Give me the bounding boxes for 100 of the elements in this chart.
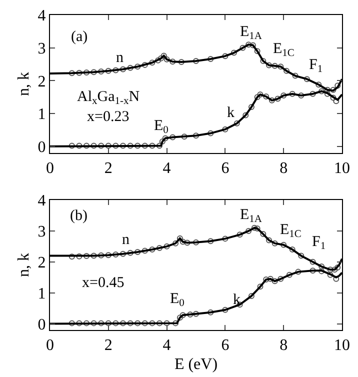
point	[274, 96, 281, 102]
point	[120, 250, 126, 257]
point	[286, 272, 292, 278]
point	[248, 104, 254, 110]
point	[333, 276, 340, 282]
point	[180, 312, 186, 318]
point	[193, 239, 199, 246]
point	[90, 320, 97, 326]
point	[330, 86, 336, 93]
point	[105, 252, 112, 258]
y-tick-label: 1	[38, 106, 46, 124]
point	[260, 58, 266, 64]
point	[90, 252, 97, 259]
point	[222, 126, 228, 132]
point	[187, 312, 194, 318]
x-tick-label: 10	[334, 337, 350, 354]
annotation: k	[233, 292, 241, 308]
point	[68, 320, 75, 326]
point	[156, 244, 162, 251]
point	[263, 93, 270, 100]
point	[318, 268, 325, 274]
point	[76, 142, 82, 149]
point	[330, 94, 336, 101]
annotation: E$_{0}$	[154, 118, 168, 136]
x-tick-label: 4	[162, 337, 171, 354]
point	[155, 57, 162, 64]
point	[327, 266, 334, 273]
point	[298, 252, 304, 259]
point	[164, 243, 170, 250]
y-tick-label: 3	[38, 224, 46, 241]
point	[333, 98, 340, 104]
point	[142, 62, 148, 68]
point	[105, 142, 112, 149]
y-axis-title: n, k	[16, 253, 33, 277]
point	[180, 238, 186, 245]
point	[98, 252, 104, 258]
point	[222, 236, 228, 242]
point	[134, 142, 141, 149]
point	[172, 240, 179, 246]
point	[250, 42, 256, 48]
x-tick-label: 4	[162, 160, 171, 178]
point	[254, 225, 260, 232]
point	[278, 276, 284, 282]
point	[248, 292, 254, 299]
point	[268, 97, 275, 104]
point	[170, 134, 176, 140]
annotation: Al$_{x}$Ga$_{1-x}$N	[77, 89, 140, 108]
point	[266, 237, 272, 244]
point	[134, 64, 141, 70]
point	[127, 250, 134, 256]
point	[170, 58, 176, 65]
y-tick-label: 4	[38, 192, 46, 210]
x-tick-label: 2	[104, 160, 112, 178]
point	[112, 251, 119, 258]
y-axis-title: n, k	[16, 72, 33, 96]
point	[172, 320, 179, 326]
point	[84, 253, 90, 260]
point	[193, 58, 199, 64]
point	[160, 52, 167, 59]
point	[222, 53, 228, 60]
point	[324, 86, 330, 93]
x-tick-label: 6	[221, 160, 230, 178]
point	[266, 62, 272, 68]
point	[127, 64, 134, 71]
point	[68, 254, 75, 260]
point	[184, 240, 190, 246]
point	[76, 320, 82, 326]
point	[98, 68, 104, 75]
point	[240, 44, 246, 51]
point	[208, 238, 214, 244]
annotation: E$_{1A}$	[240, 207, 262, 226]
point	[142, 320, 148, 326]
point	[193, 132, 199, 139]
point	[263, 276, 270, 283]
point	[334, 264, 341, 270]
point	[176, 235, 183, 242]
annotation: E$_{1A}$	[240, 24, 262, 42]
point	[158, 55, 164, 62]
x-tick-label: 6	[221, 337, 230, 354]
point	[84, 142, 90, 149]
point	[208, 130, 214, 136]
point	[176, 314, 183, 321]
y-tick-label: 4	[38, 8, 46, 25]
y-tick-label: 0	[38, 139, 46, 156]
point	[257, 284, 264, 290]
point	[193, 310, 199, 317]
point	[98, 320, 104, 326]
point	[105, 320, 112, 326]
y-tick-label: 0	[38, 316, 46, 334]
point	[84, 70, 90, 76]
point	[164, 320, 170, 326]
point	[120, 66, 126, 72]
point	[289, 90, 296, 97]
y-tick-label: 3	[38, 40, 46, 58]
point	[242, 112, 249, 118]
point	[178, 58, 184, 65]
point	[292, 72, 298, 79]
point	[295, 268, 302, 275]
point	[156, 142, 162, 149]
point	[149, 142, 156, 149]
